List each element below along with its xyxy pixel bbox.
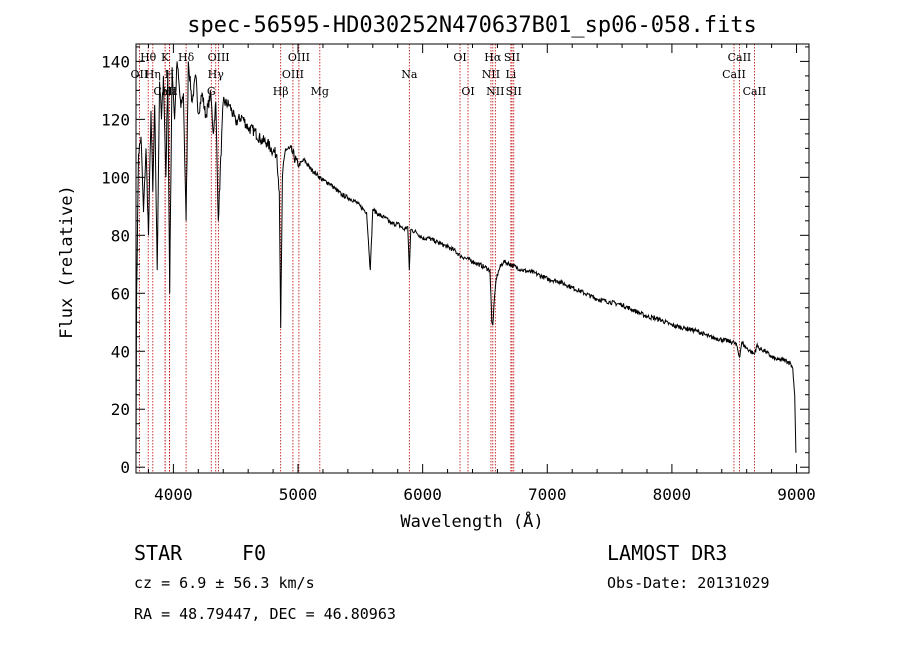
coordinates: RA = 48.79447, DEC = 46.80963 [134, 605, 396, 623]
line-label: Hη [145, 68, 161, 81]
x-tick-label: 7000 [528, 485, 567, 504]
y-tick-label: 20 [111, 400, 130, 419]
line-label: OIII [288, 51, 310, 64]
x-tick-label: 5000 [279, 485, 318, 504]
line-label: NII [486, 85, 504, 98]
spectrum-line [135, 61, 797, 453]
chart-title: spec-56595-HD030252N470637B01_sp06-058.f… [187, 13, 757, 38]
line-label: SII [504, 51, 520, 64]
y-tick-label: 40 [111, 342, 130, 361]
line-label: Hβ [273, 85, 289, 98]
y-tick-label: 60 [111, 284, 130, 303]
line-label: OI [461, 85, 474, 98]
line-label: OII [131, 68, 149, 81]
x-axis-label: Wavelength (Å) [400, 510, 543, 532]
y-tick-label: 140 [101, 52, 130, 71]
line-label: Hθ [140, 51, 157, 64]
line-label: CaII [743, 85, 767, 98]
line-label: OIII [208, 51, 230, 64]
x-axis-ticks: 4000 5000 6000 7000 8000 9000 [147, 44, 816, 504]
redshift-cz: cz = 6.9 ± 56.3 km/s [134, 574, 315, 592]
line-label: Hγ [208, 68, 225, 81]
x-tick-label: 4000 [154, 485, 193, 504]
obs-date: Obs-Date: 20131029 [607, 574, 770, 592]
y-tick-label: 0 [120, 458, 130, 477]
y-axis-label: Flux (relative) [57, 185, 77, 339]
line-label: Hδ [178, 51, 195, 64]
survey-name: LAMOST DR3 [607, 541, 727, 565]
y-tick-label: 120 [101, 110, 130, 129]
line-label: Mg [311, 85, 329, 98]
y-tick-label: 100 [101, 168, 130, 187]
line-label: Hα [484, 51, 502, 64]
line-label: H [165, 68, 175, 81]
object-subclass: F0 [242, 541, 266, 565]
line-label: SII [506, 85, 522, 98]
object-class: STAR [134, 541, 183, 565]
x-tick-label: 9000 [777, 485, 816, 504]
line-label: K [161, 51, 170, 64]
line-label: Na [401, 68, 418, 81]
y-tick-label: 80 [111, 226, 130, 245]
line-label: G [207, 85, 216, 98]
x-tick-label: 8000 [653, 485, 692, 504]
x-tick-label: 6000 [403, 485, 442, 504]
line-label: CaII [728, 51, 752, 64]
line-label: Li [505, 68, 516, 81]
line-label: CaII [722, 68, 746, 81]
y-axis-ticks: 0 20 40 60 80 100 120 140 [101, 46, 809, 477]
line-label: OIII [282, 68, 304, 81]
line-label: OI [453, 51, 466, 64]
plot-frame [135, 43, 810, 474]
line-label: NII [482, 68, 500, 81]
